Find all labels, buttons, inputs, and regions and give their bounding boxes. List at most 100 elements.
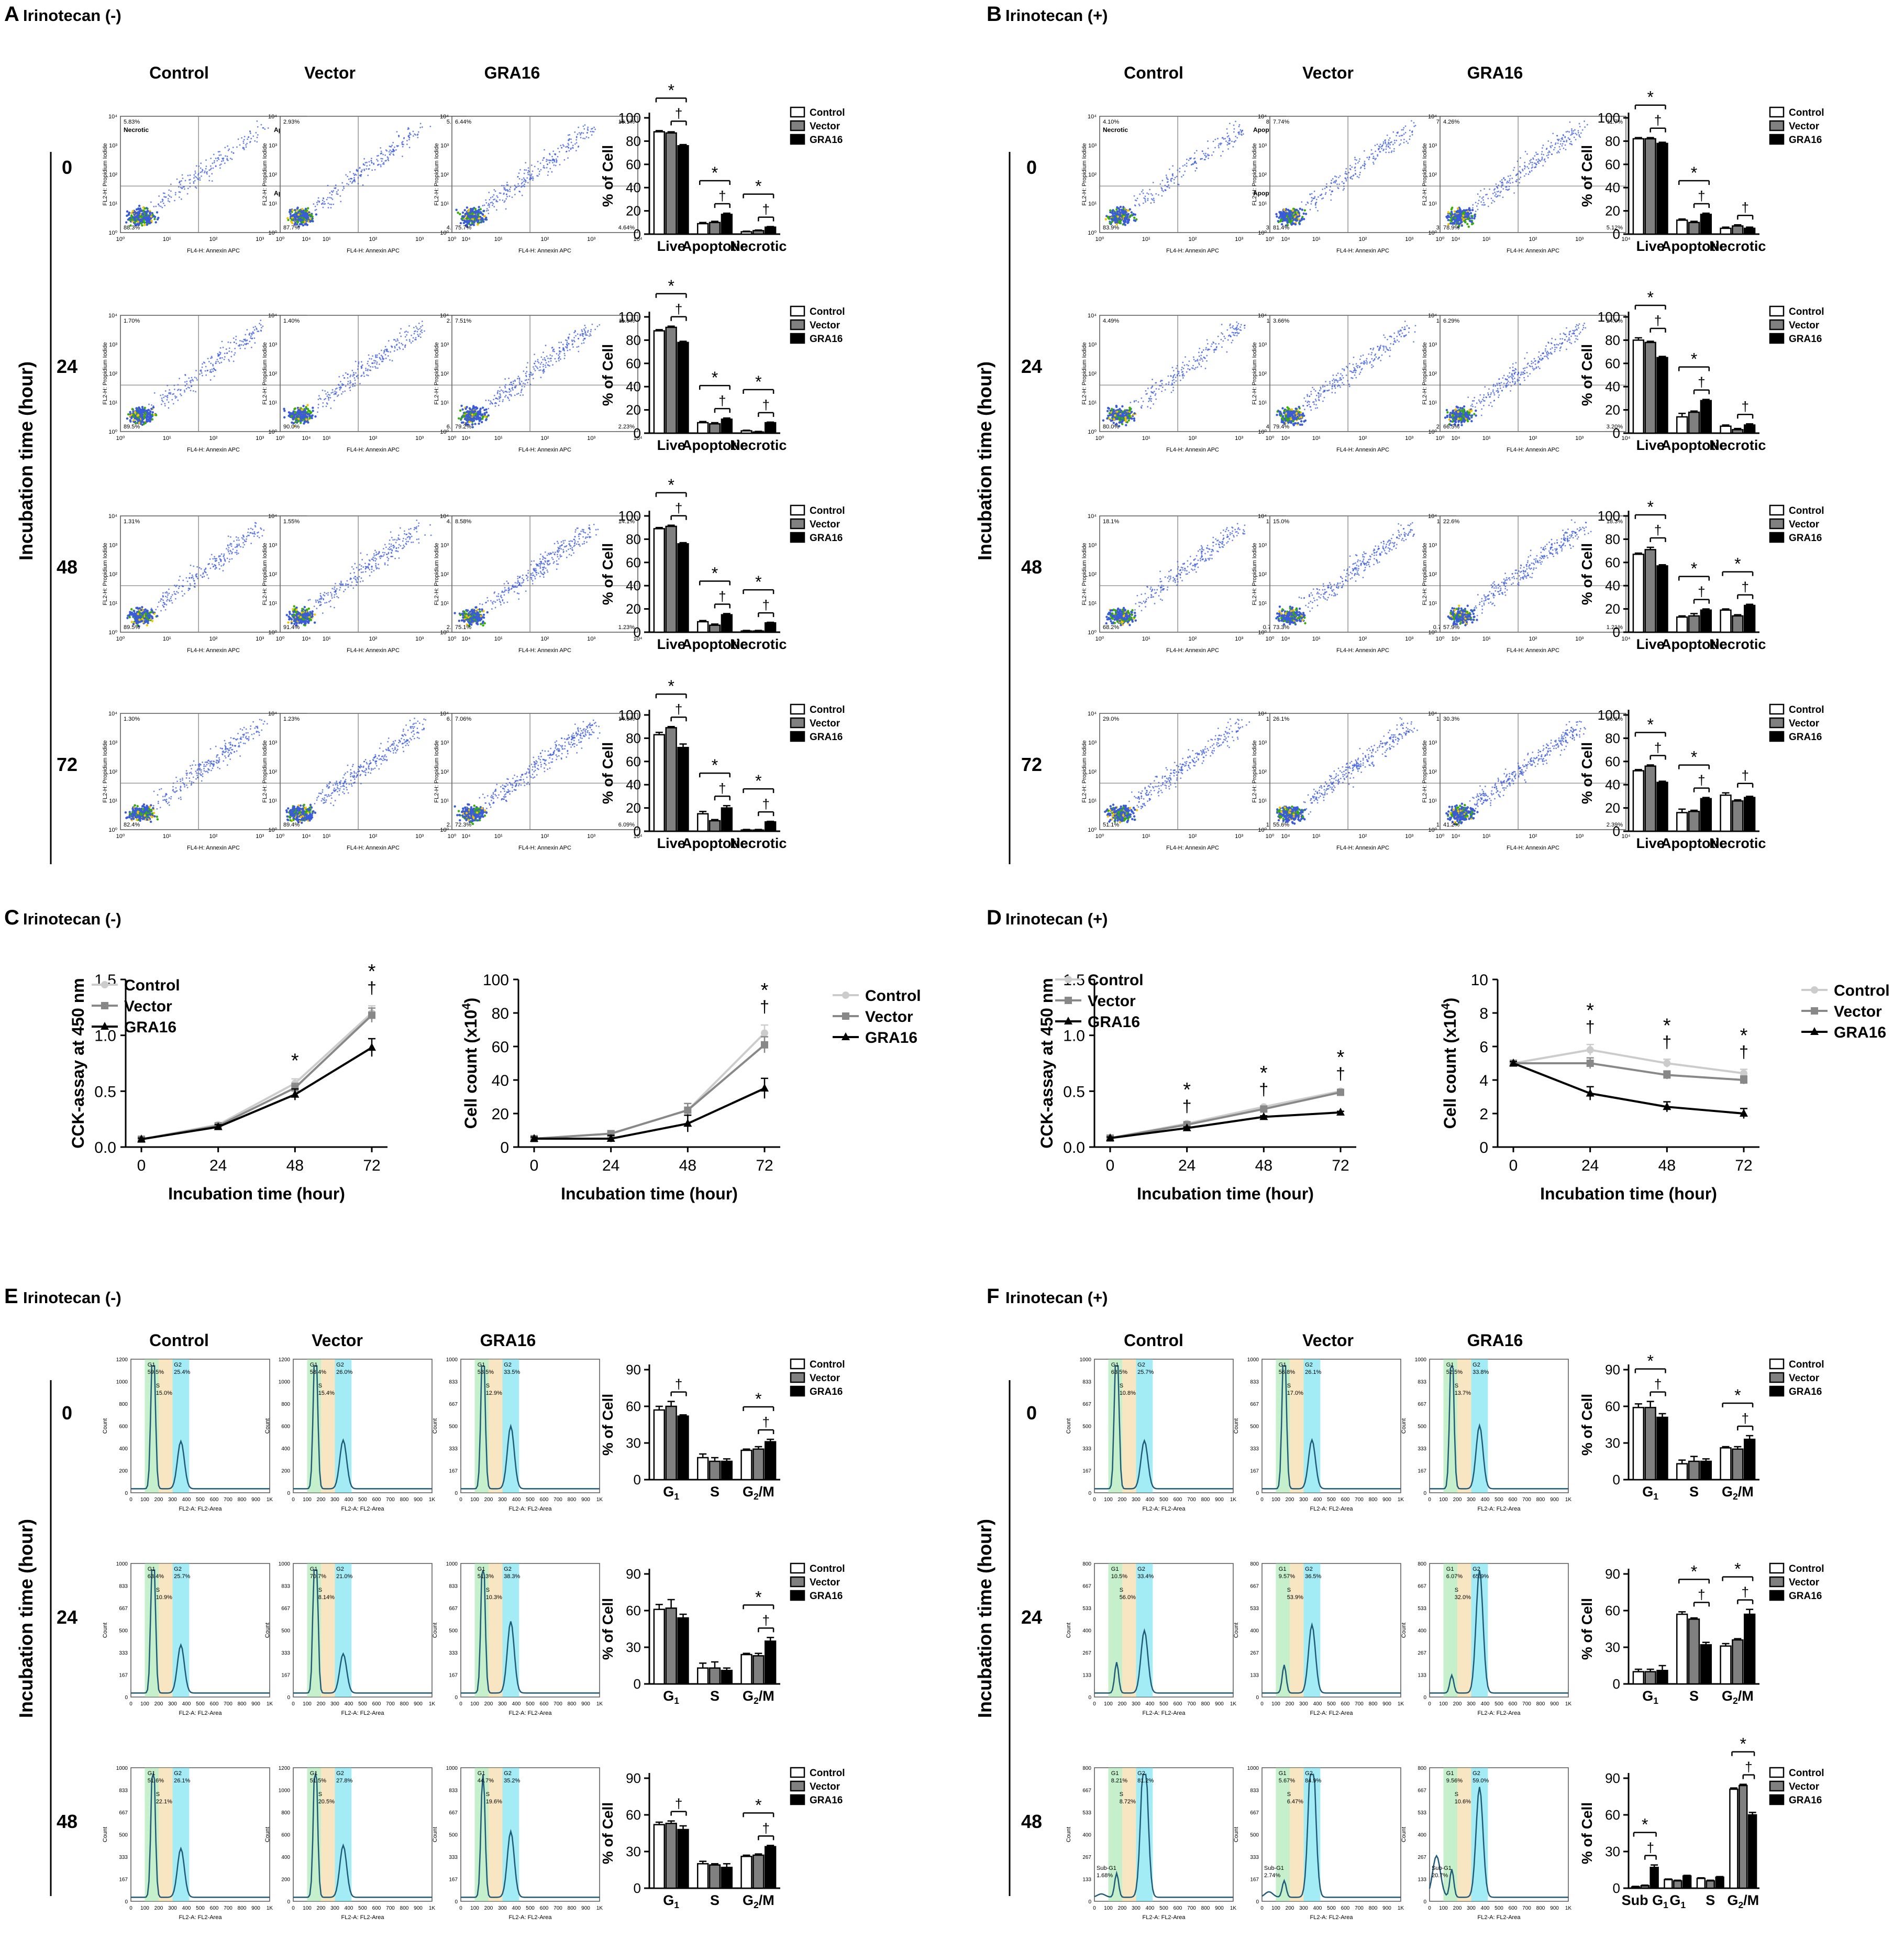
flow-dot xyxy=(162,604,163,606)
flow-dot xyxy=(573,552,574,554)
flow-dot xyxy=(209,369,211,371)
flow-dot xyxy=(334,393,335,395)
flow-dot xyxy=(200,370,201,371)
flow-dot xyxy=(363,169,365,170)
flow-dot xyxy=(514,380,516,382)
flow-x-tick: 10³ xyxy=(587,236,595,243)
flow-dot xyxy=(518,593,519,594)
flow-dot xyxy=(220,352,222,354)
flow-x-tick: 10⁴ xyxy=(462,435,471,442)
flow-dot xyxy=(540,554,541,555)
flow-dot xyxy=(248,535,250,536)
flow-dot xyxy=(416,526,417,528)
quadrant-live-percent: 87.7% xyxy=(283,225,300,231)
flow-dot xyxy=(253,535,255,537)
flow-dot xyxy=(480,407,482,410)
flow-dot xyxy=(499,387,501,388)
flow-dot xyxy=(539,563,540,565)
flow-dot xyxy=(588,137,590,138)
flow-dot xyxy=(130,608,132,610)
flow-dot xyxy=(167,594,169,596)
flow-dot xyxy=(406,140,408,141)
flow-dot xyxy=(538,173,540,175)
flow-dot xyxy=(574,543,575,544)
flow-dot xyxy=(263,530,264,531)
flow-dot xyxy=(129,217,131,219)
flow-dot xyxy=(497,392,499,393)
flow-dot xyxy=(461,217,463,219)
flow-dot xyxy=(134,211,136,213)
flow-dot xyxy=(527,572,529,574)
flow-dot xyxy=(478,423,480,425)
flow-dot xyxy=(317,407,319,409)
flow-dot xyxy=(523,177,525,179)
flow-dot xyxy=(231,159,233,160)
flow-dot xyxy=(328,396,329,398)
flow-dot xyxy=(398,557,400,559)
flow-dot xyxy=(468,421,470,423)
flow-dot xyxy=(504,378,506,380)
flow-dot xyxy=(569,138,570,140)
flow-dot xyxy=(187,590,189,591)
flow-dot xyxy=(315,601,317,603)
flow-dot xyxy=(492,196,493,197)
flow-dot xyxy=(215,370,216,371)
flow-dot xyxy=(220,560,222,561)
flow-dot xyxy=(565,346,567,348)
flow-dot xyxy=(531,578,533,580)
flow-dot xyxy=(464,418,466,420)
flow-dot xyxy=(227,558,228,559)
flow-dot xyxy=(190,565,192,566)
flow-dot xyxy=(526,379,527,381)
panel-letter-A: A xyxy=(4,3,19,26)
flow-dot xyxy=(349,380,351,382)
flow-dot xyxy=(359,569,360,570)
flow-dot xyxy=(226,548,227,549)
flow-dot xyxy=(211,168,212,169)
flow-dot xyxy=(578,146,579,148)
flow-dot xyxy=(146,224,148,226)
flow-dot xyxy=(409,536,411,538)
flow-dot xyxy=(411,536,413,537)
flow-dot xyxy=(561,555,562,557)
flow-dot xyxy=(522,575,524,576)
flow-dot xyxy=(184,381,186,383)
panel-letter-F: F xyxy=(987,1285,999,1308)
flow-dot xyxy=(251,347,252,348)
flow-dot xyxy=(502,399,504,401)
flow-dot xyxy=(193,578,194,580)
flow-dot xyxy=(165,609,167,611)
flow-dot xyxy=(509,195,511,197)
flow-dot xyxy=(515,582,516,583)
flow-dot xyxy=(241,344,242,346)
flow-x-tick: 10³ xyxy=(415,636,424,642)
flow-dot xyxy=(219,558,221,560)
flow-dot xyxy=(190,390,192,391)
flow-dot xyxy=(536,366,538,368)
flow-dot xyxy=(535,370,536,371)
flow-dot xyxy=(204,571,205,572)
flow-dot xyxy=(127,413,129,415)
flow-dot xyxy=(149,411,151,413)
flow-dot xyxy=(194,377,196,378)
flow-dot xyxy=(546,160,547,162)
flow-dot xyxy=(254,342,256,344)
flow-dot xyxy=(505,387,506,389)
flow-dot xyxy=(294,209,296,211)
flow-dot xyxy=(296,221,298,223)
flow-dot xyxy=(170,184,172,185)
flow-dot xyxy=(369,168,370,170)
flow-dot xyxy=(360,568,362,570)
flow-dot xyxy=(474,423,476,425)
flow-dot xyxy=(368,564,370,566)
flow-dot xyxy=(486,210,488,212)
flow-dot xyxy=(302,405,304,407)
flow-dot xyxy=(405,330,407,332)
flow-dot xyxy=(494,199,495,200)
flow-dot xyxy=(544,564,545,565)
flow-dot xyxy=(128,212,130,214)
flow-dot xyxy=(152,411,154,413)
flow-dot xyxy=(485,400,486,401)
flow-dot xyxy=(357,368,359,370)
flow-dot xyxy=(559,554,561,556)
